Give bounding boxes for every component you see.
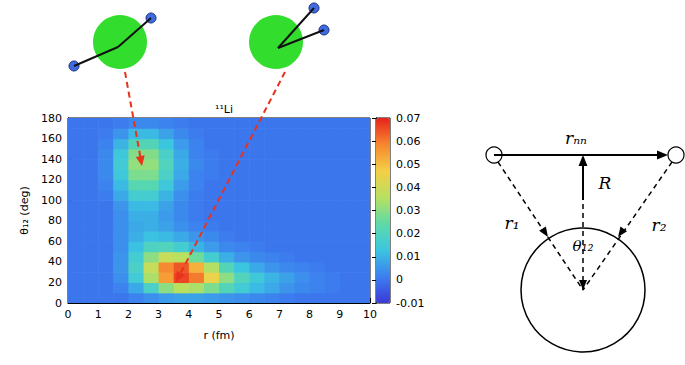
svg-text:7: 7 [276,308,283,321]
svg-text:4: 4 [185,308,192,321]
svg-text:20: 20 [48,276,62,289]
svg-text:140: 140 [41,153,62,166]
svg-text:0: 0 [396,273,403,286]
svg-text:5: 5 [216,308,223,321]
svg-text:0.01: 0.01 [396,250,421,263]
svg-text:θ₁₂ (deg): θ₁₂ (deg) [18,186,31,234]
svg-text:0.06: 0.06 [396,135,421,148]
svg-text:120: 120 [41,173,62,186]
svg-text:0.04: 0.04 [396,181,421,194]
svg-text:10: 10 [363,308,377,321]
svg-text:6: 6 [246,308,253,321]
svg-text:9: 9 [336,308,343,321]
svg-text:rₙₙ: rₙₙ [565,128,587,148]
svg-text:θ₁₂: θ₁₂ [572,237,593,255]
svg-text:0: 0 [65,308,72,321]
svg-text:40: 40 [48,255,62,268]
svg-text:0.07: 0.07 [396,112,421,125]
svg-text:8: 8 [306,308,313,321]
svg-text:60: 60 [48,235,62,248]
svg-text:0.05: 0.05 [396,158,421,171]
svg-text:160: 160 [41,132,62,145]
svg-text:0.03: 0.03 [396,204,421,217]
svg-text:0.02: 0.02 [396,227,421,240]
svg-text:180: 180 [41,112,62,125]
svg-text:r₁: r₁ [505,213,520,233]
svg-text:R: R [598,173,612,193]
svg-text:0: 0 [55,297,62,310]
svg-text:1: 1 [95,308,102,321]
svg-text:3: 3 [155,308,162,321]
svg-text:r₂: r₂ [652,215,667,235]
svg-text:2: 2 [125,308,132,321]
svg-text:100: 100 [41,194,62,207]
svg-text:80: 80 [48,214,62,227]
svg-text:-0.01: -0.01 [396,297,424,310]
svg-text:r (fm): r (fm) [203,329,234,342]
svg-text:¹¹Li: ¹¹Li [215,103,233,116]
